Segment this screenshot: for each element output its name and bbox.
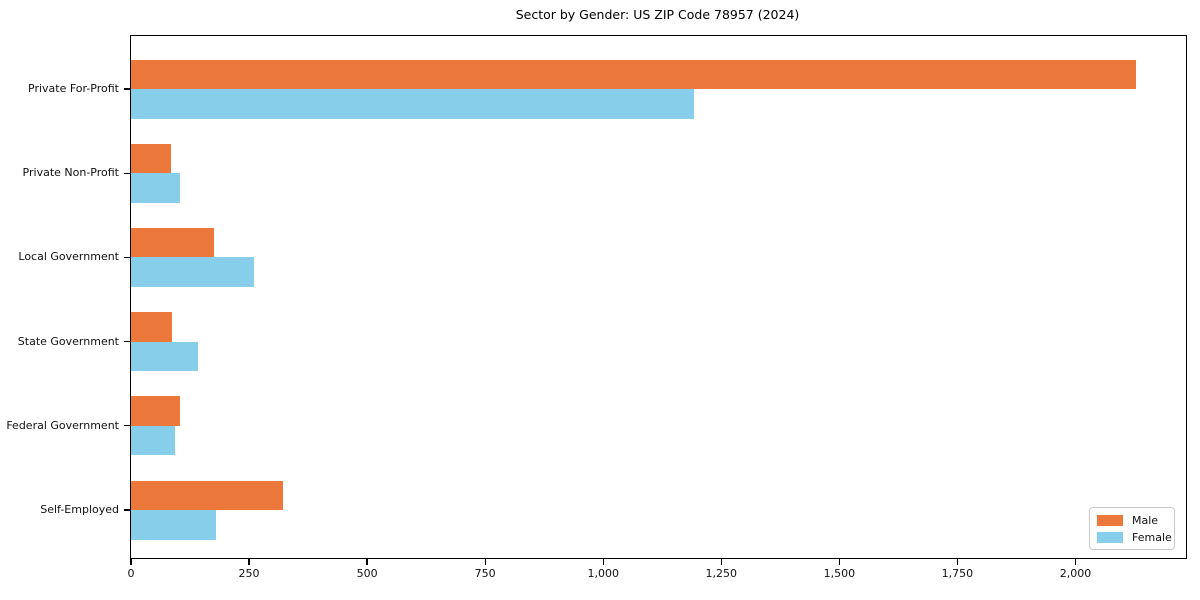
bar-female-federal-government	[131, 425, 175, 456]
bar-male-state-government	[131, 312, 173, 342]
x-axis-tick	[720, 559, 722, 566]
y-tick-label-self-employed: Self-Employed	[40, 503, 119, 516]
y-tick-label-state-government: State Government	[17, 334, 119, 348]
x-axis-tick	[838, 559, 841, 566]
x-axis-tick	[366, 559, 368, 566]
x-tick-label-250: 250	[238, 567, 260, 580]
bar-female-local-government	[131, 257, 254, 287]
legend-label-male: Male	[1132, 513, 1159, 527]
x-axis-tick	[1074, 559, 1077, 566]
legend-entry-male: Male	[1097, 514, 1167, 527]
legend-label-female: Female	[1132, 530, 1172, 544]
y-tick-label-federal-government: Federal Government	[6, 418, 119, 432]
legend-swatch-female	[1097, 531, 1123, 543]
y-tick-label-local-government: Local Government	[18, 250, 119, 264]
y-axis-tick	[124, 340, 130, 343]
legend: Male Female	[1089, 507, 1175, 550]
x-tick-label-1-250: 1,250	[705, 567, 738, 580]
bar-male-self-employed	[131, 480, 284, 510]
legend-entry-female: Female	[1097, 531, 1172, 544]
x-axis-tick	[602, 559, 604, 566]
y-axis-tick	[124, 88, 130, 90]
bar-female-private-non-profit	[131, 173, 181, 203]
x-tick-label-500: 500	[356, 567, 378, 580]
x-tick-label-1-500: 1,500	[823, 567, 856, 580]
x-axis-tick	[248, 559, 250, 566]
y-axis-tick	[124, 172, 130, 174]
x-tick-label-2-000: 2,000	[1059, 567, 1092, 580]
bar-female-state-government	[131, 341, 198, 372]
bar-female-private-for-profit	[131, 89, 694, 119]
x-tick-label-0: 0	[127, 567, 135, 580]
x-tick-label-1-000: 1,000	[587, 567, 619, 580]
y-axis-tick	[124, 256, 130, 259]
y-tick-label-private-for-profit: Private For-Profit	[28, 82, 119, 95]
x-axis-tick	[484, 559, 486, 566]
y-axis-tick	[124, 425, 130, 427]
x-tick-label-750: 750	[474, 567, 496, 580]
x-axis-tick	[956, 559, 959, 566]
y-tick-label-private-non-profit: Private Non-Profit	[22, 166, 119, 180]
bar-female-self-employed	[131, 510, 216, 540]
bar-male-private-for-profit	[131, 59, 1136, 89]
bar-male-federal-government	[131, 396, 181, 426]
plot-area: Private For-Profit Private Non-Profit Loca…	[6, 35, 1187, 580]
y-axis-tick	[124, 509, 130, 511]
x-axis-tick	[130, 559, 132, 566]
x-tick-label-1-750: 1,750	[941, 567, 974, 580]
chart-title: Sector by Gender: US ZIP Code 78957 (202…	[515, 7, 800, 22]
bar-male-local-government	[131, 227, 215, 258]
legend-swatch-male	[1097, 514, 1123, 526]
bar-male-private-non-profit	[131, 143, 172, 174]
